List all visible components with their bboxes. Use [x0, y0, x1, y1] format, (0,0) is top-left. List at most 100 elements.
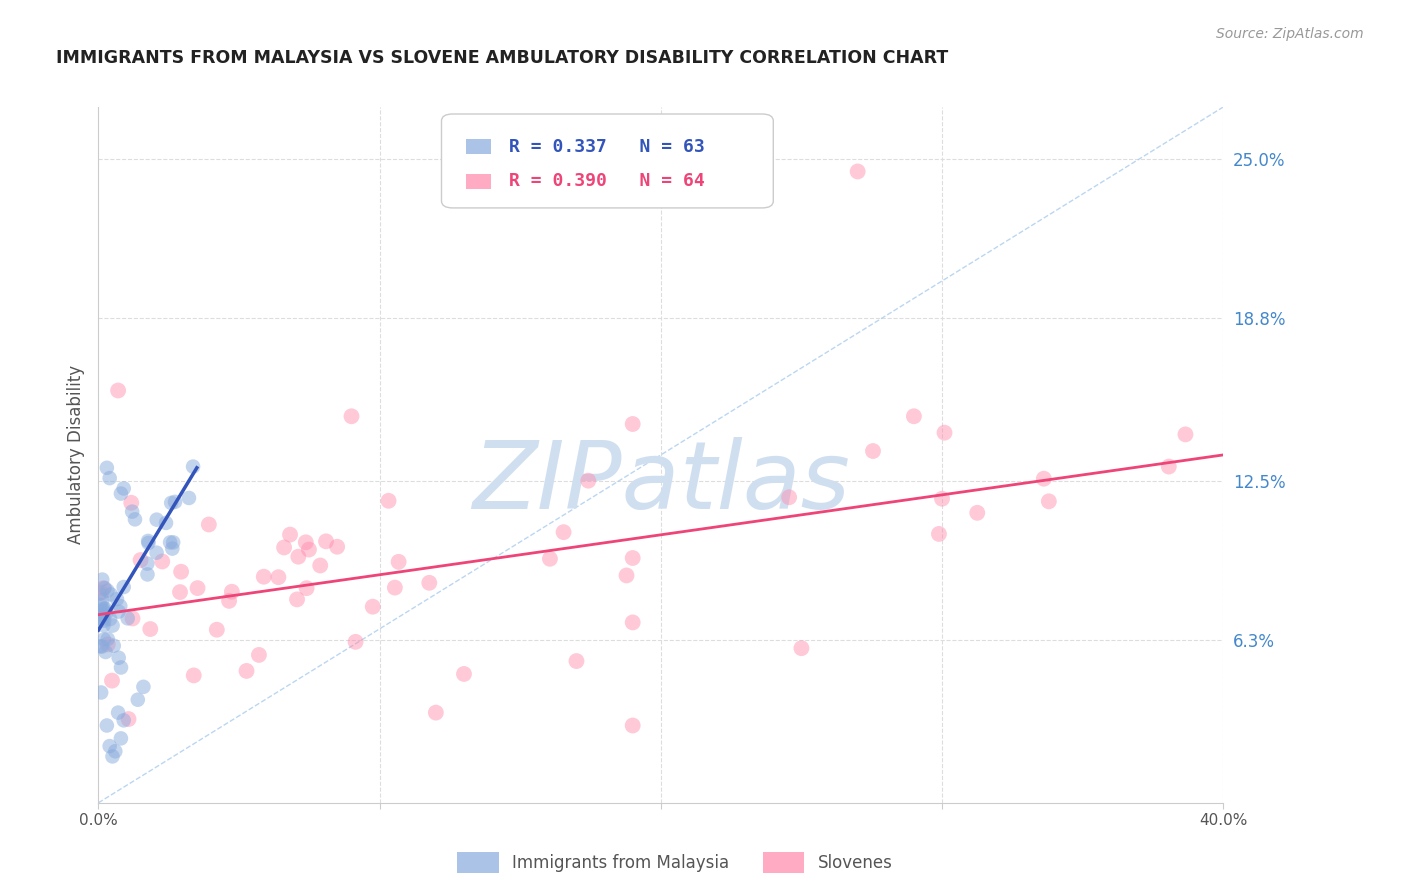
Point	[453, 667, 475, 681]
Point	[778, 490, 800, 504]
Point	[104, 744, 127, 758]
Point	[1174, 427, 1197, 442]
Point	[93, 581, 115, 595]
Point	[91, 582, 114, 596]
Point	[98, 471, 121, 485]
Point	[1157, 459, 1180, 474]
Point	[110, 486, 132, 500]
Text: IMMIGRANTS FROM MALAYSIA VS SLOVENE AMBULATORY DISABILITY CORRELATION CHART: IMMIGRANTS FROM MALAYSIA VS SLOVENE AMBU…	[56, 49, 949, 67]
Point	[138, 536, 160, 550]
Point	[93, 614, 115, 628]
Point	[90, 585, 112, 599]
Point	[177, 491, 200, 505]
Point	[295, 581, 318, 595]
Point	[388, 555, 411, 569]
Point	[218, 594, 240, 608]
Point	[93, 618, 115, 632]
Point	[139, 622, 162, 636]
Point	[846, 164, 869, 178]
Point	[107, 384, 129, 398]
Text: ZIPatlas: ZIPatlas	[472, 437, 849, 528]
Point	[273, 541, 295, 555]
Point	[105, 592, 128, 607]
FancyBboxPatch shape	[467, 174, 491, 189]
Point	[155, 516, 177, 530]
Point	[91, 593, 114, 607]
Point	[616, 568, 638, 582]
Point	[160, 496, 183, 510]
FancyBboxPatch shape	[441, 114, 773, 208]
Y-axis label: Ambulatory Disability: Ambulatory Disability	[66, 366, 84, 544]
Point	[621, 551, 644, 566]
Point	[576, 474, 599, 488]
Point	[621, 417, 644, 431]
Point	[91, 640, 114, 654]
Point	[565, 654, 588, 668]
Point	[198, 517, 221, 532]
Point	[110, 731, 132, 746]
Point	[205, 623, 228, 637]
Point	[120, 496, 142, 510]
Point	[94, 601, 117, 615]
Point	[553, 525, 575, 540]
Point	[253, 570, 276, 584]
Point	[100, 587, 122, 601]
Point	[89, 609, 111, 624]
Point	[287, 549, 309, 564]
Point	[98, 612, 121, 626]
Point	[326, 540, 349, 554]
Point	[93, 607, 115, 622]
Point	[187, 581, 209, 595]
Point	[418, 575, 440, 590]
Point	[136, 567, 159, 582]
Point	[181, 459, 204, 474]
Point	[124, 512, 146, 526]
Point	[163, 495, 186, 509]
Point	[93, 604, 115, 618]
Point	[129, 553, 152, 567]
Point	[136, 533, 159, 548]
Point	[117, 611, 139, 625]
Point	[93, 632, 115, 647]
Point	[183, 668, 205, 682]
Point	[862, 444, 884, 458]
Point	[384, 581, 406, 595]
Legend: Immigrants from Malaysia, Slovenes: Immigrants from Malaysia, Slovenes	[450, 846, 900, 880]
Point	[91, 573, 114, 587]
Point	[90, 685, 112, 699]
Point	[298, 542, 321, 557]
Point	[294, 535, 316, 549]
Point	[112, 580, 135, 594]
Point	[928, 527, 950, 541]
Point	[361, 599, 384, 614]
Point	[235, 664, 257, 678]
Point	[425, 706, 447, 720]
Point	[98, 739, 121, 753]
Point	[121, 611, 143, 625]
Point	[101, 749, 124, 764]
Point	[169, 585, 191, 599]
Point	[931, 491, 953, 506]
Point	[96, 718, 118, 732]
Point	[93, 602, 115, 616]
Point	[89, 586, 111, 600]
Point	[1032, 472, 1054, 486]
Point	[121, 505, 143, 519]
Point	[107, 706, 129, 720]
Point	[112, 482, 135, 496]
Point	[97, 637, 120, 651]
Point	[344, 635, 367, 649]
Text: R = 0.390   N = 64: R = 0.390 N = 64	[509, 172, 704, 191]
Point	[309, 558, 332, 573]
Point	[145, 546, 167, 560]
Point	[96, 583, 118, 598]
Point	[103, 639, 125, 653]
Point	[89, 607, 111, 622]
Point	[934, 425, 956, 440]
Text: Source: ZipAtlas.com: Source: ZipAtlas.com	[1216, 27, 1364, 41]
Text: R = 0.337   N = 63: R = 0.337 N = 63	[509, 137, 704, 156]
Point	[340, 409, 363, 424]
Point	[150, 554, 173, 568]
Point	[790, 641, 813, 656]
Point	[1038, 494, 1060, 508]
